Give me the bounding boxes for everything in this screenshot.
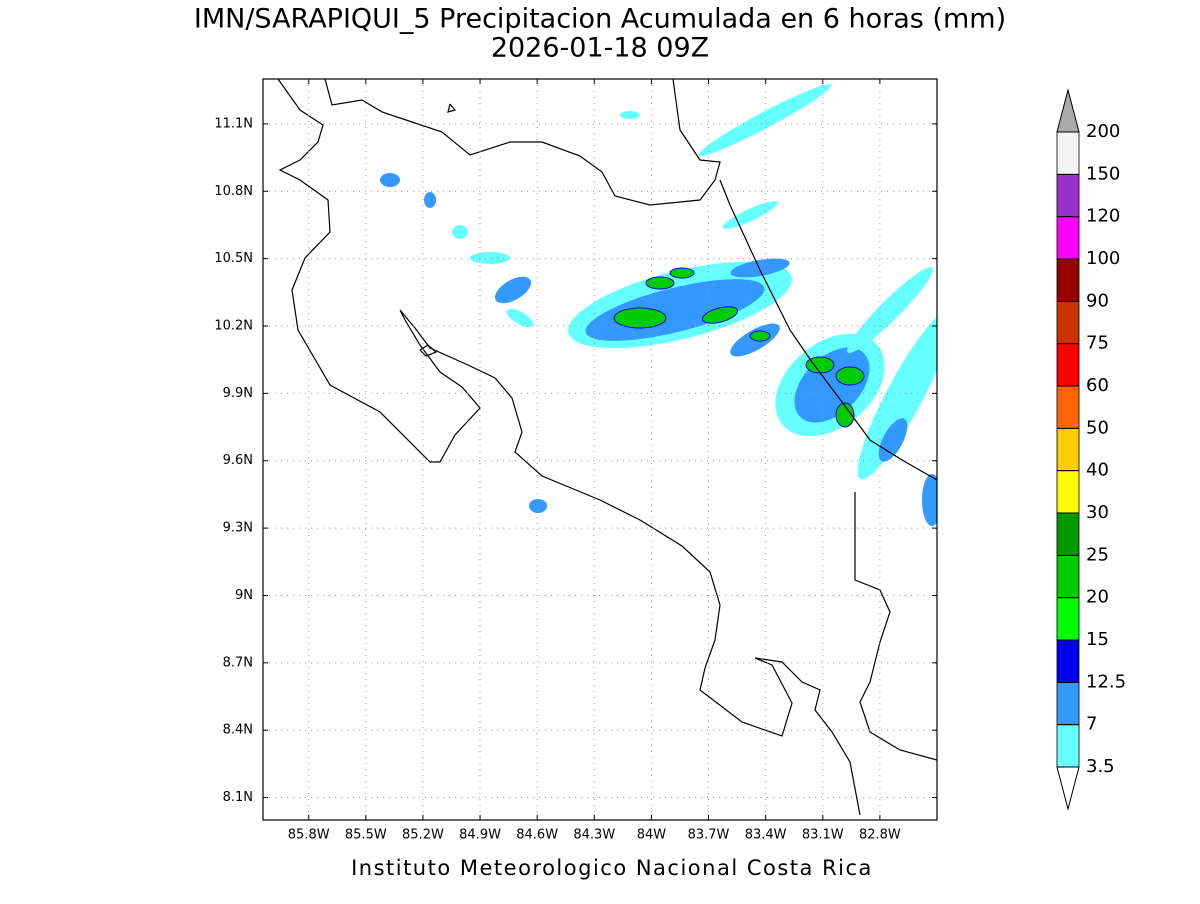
precip-area (730, 258, 790, 278)
precip-core (645, 276, 675, 290)
y-tick-label: 9.3N (223, 521, 253, 536)
x-tick-label: 84W (637, 828, 667, 843)
colorbar-swatch (1056, 258, 1080, 302)
colorbar-swatch (1056, 470, 1080, 514)
y-tick-label: 9.6N (223, 453, 253, 468)
colorbar-arrow (1056, 766, 1080, 811)
colorbar-label: 40 (1086, 460, 1109, 481)
precip-core (749, 330, 771, 342)
colorbar-label: 3.5 (1086, 756, 1115, 777)
y-tick-label: 10.8N (214, 184, 253, 199)
coastline (719, 179, 937, 481)
footer: Instituto Meteorologico Nacional Costa R… (351, 856, 873, 880)
y-tick-label: 10.2N (214, 319, 253, 334)
x-tick-label: 82.8W (859, 828, 901, 843)
y-tick-label: 8.7N (223, 655, 253, 670)
precip-area (620, 111, 640, 119)
precip-area (878, 418, 908, 462)
colorbar-label: 150 (1086, 163, 1120, 184)
precip-core (835, 366, 865, 386)
x-tick-label: 83.7W (688, 828, 730, 843)
precip-core (835, 402, 855, 428)
x-tick-label: 84.3W (573, 828, 615, 843)
precip-area (506, 308, 534, 328)
x-tick-label: 85.5W (345, 828, 387, 843)
colorbar-swatch (1056, 131, 1080, 175)
precipitation (380, 84, 937, 526)
x-tick-label: 83.4W (745, 828, 787, 843)
precip-area (470, 252, 510, 264)
subtitle: 2026-01-18 09Z (491, 33, 709, 64)
border (854, 492, 937, 761)
colorbar-swatch (1056, 681, 1080, 726)
precip-area (529, 499, 547, 513)
precip-area (846, 266, 934, 354)
colorbar-label: 12.5 (1086, 671, 1126, 692)
x-tick-label: 85.2W (402, 828, 444, 843)
x-tick-label: 83.1W (802, 828, 844, 843)
colorbar-swatch (1056, 216, 1080, 260)
precip-area (922, 474, 937, 526)
y-tick-label: 9N (235, 588, 253, 603)
colorbar-swatch (1056, 597, 1080, 641)
precip-area (722, 201, 778, 229)
y-tick-label: 8.1N (223, 790, 253, 805)
precip-area (380, 173, 400, 187)
coastline (447, 103, 457, 113)
precip-area (424, 192, 436, 208)
colorbar-swatch (1056, 343, 1080, 387)
precip-core (702, 306, 738, 324)
x-tick-label: 85.8W (288, 828, 330, 843)
precip-area (698, 84, 832, 156)
y-tick-label: 11.1N (214, 116, 253, 131)
colorbar-swatch (1056, 554, 1080, 599)
y-tick-label: 9.9N (223, 386, 253, 401)
colorbar-label: 25 (1086, 544, 1109, 565)
colorbar-label: 90 (1086, 290, 1109, 311)
colorbar-label: 120 (1086, 206, 1120, 227)
colorbar-label: 200 (1086, 121, 1120, 142)
colorbar-label: 30 (1086, 502, 1109, 523)
colorbar-label: 20 (1086, 587, 1109, 608)
precip-core (613, 307, 667, 329)
colorbar-label: 60 (1086, 375, 1109, 396)
title: IMN/SARAPIQUI_5 Precipitacion Acumulada … (194, 4, 1006, 35)
colorbar-label: 7 (1086, 714, 1097, 735)
colorbar-swatch (1056, 639, 1080, 683)
colorbar-arrow (1056, 88, 1080, 133)
precip-area (857, 310, 937, 480)
colorbar-swatch (1056, 427, 1080, 472)
coastline (324, 79, 721, 206)
colorbar-swatch (1056, 300, 1080, 345)
colorbar-label: 75 (1086, 333, 1109, 354)
y-tick-label: 10.5N (214, 251, 253, 266)
map-frame (262, 78, 938, 821)
x-tick-label: 84.9W (459, 828, 501, 843)
colorbar-label: 100 (1086, 248, 1120, 269)
precip-area (452, 225, 468, 239)
coastline (277, 79, 861, 816)
coastlines (277, 79, 937, 816)
colorbar-swatch (1056, 173, 1080, 218)
colorbar-swatch (1056, 385, 1080, 429)
colorbar-label: 15 (1086, 629, 1109, 650)
x-tick-label: 84.6W (516, 828, 558, 843)
y-tick-label: 8.4N (223, 723, 253, 738)
coastline (419, 344, 438, 357)
precip-core (669, 267, 695, 279)
colorbar-label: 50 (1086, 417, 1109, 438)
precip-area (494, 276, 532, 304)
colorbar-swatch (1056, 724, 1080, 768)
colorbar-swatch (1056, 512, 1080, 556)
